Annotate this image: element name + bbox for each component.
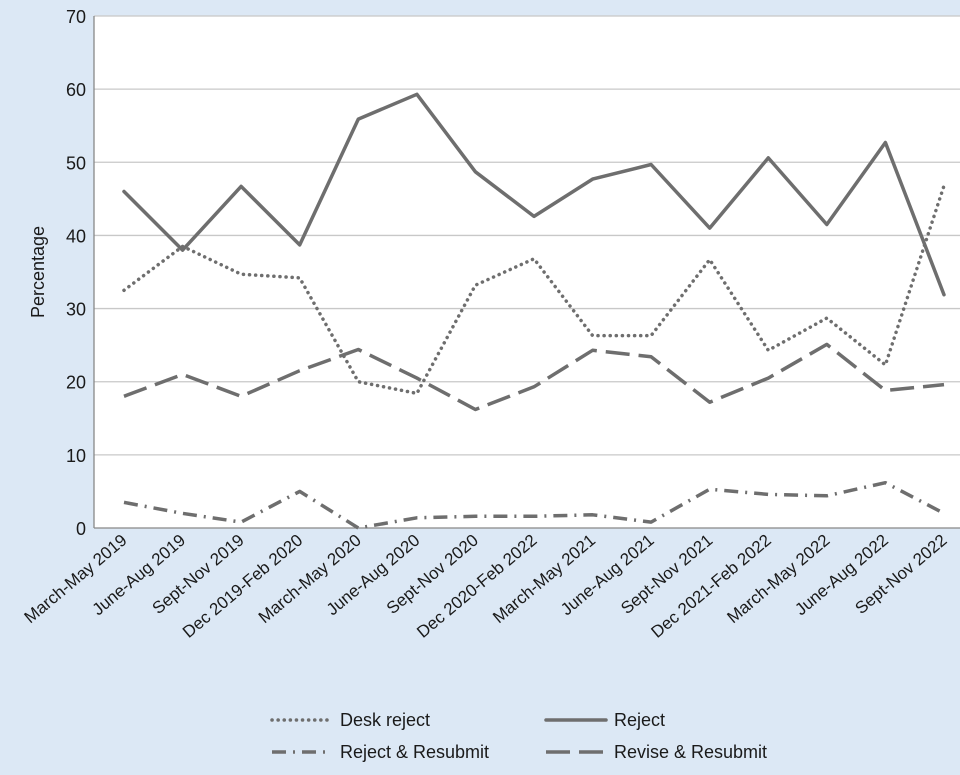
y-tick-label: 30 bbox=[66, 300, 86, 320]
y-tick-label: 70 bbox=[66, 7, 86, 27]
x-tick-label: March-May 2019 bbox=[21, 531, 131, 628]
legend-label: Revise & Resubmit bbox=[614, 742, 767, 762]
series-line-revise-resubmit bbox=[123, 342, 945, 412]
legend-label: Reject bbox=[614, 710, 665, 730]
y-tick-label: 60 bbox=[66, 80, 86, 100]
series-line-desk-reject bbox=[122, 183, 946, 396]
series-line-reject bbox=[122, 92, 946, 297]
y-tick-label: 40 bbox=[66, 226, 86, 246]
series-line-reject-resubmit bbox=[123, 480, 945, 530]
series-lines bbox=[122, 92, 946, 530]
x-tick-label: March-May 2022 bbox=[723, 531, 833, 628]
legend-label: Reject & Resubmit bbox=[340, 742, 489, 762]
x-tick-label: March-May 2021 bbox=[489, 531, 599, 628]
y-tick-label: 50 bbox=[66, 153, 86, 173]
y-tick-label: 0 bbox=[76, 519, 86, 539]
gridlines bbox=[94, 15, 960, 456]
plot-area bbox=[94, 16, 960, 528]
y-tick-label: 10 bbox=[66, 446, 86, 466]
y-tick-label: 20 bbox=[66, 373, 86, 393]
legend: Desk reject Reject Reject & Resubmit Revise… bbox=[270, 710, 767, 762]
x-tick-label: March-May 2020 bbox=[255, 531, 365, 628]
y-axis-label: Percentage bbox=[28, 226, 48, 318]
legend-label: Desk reject bbox=[340, 710, 430, 730]
